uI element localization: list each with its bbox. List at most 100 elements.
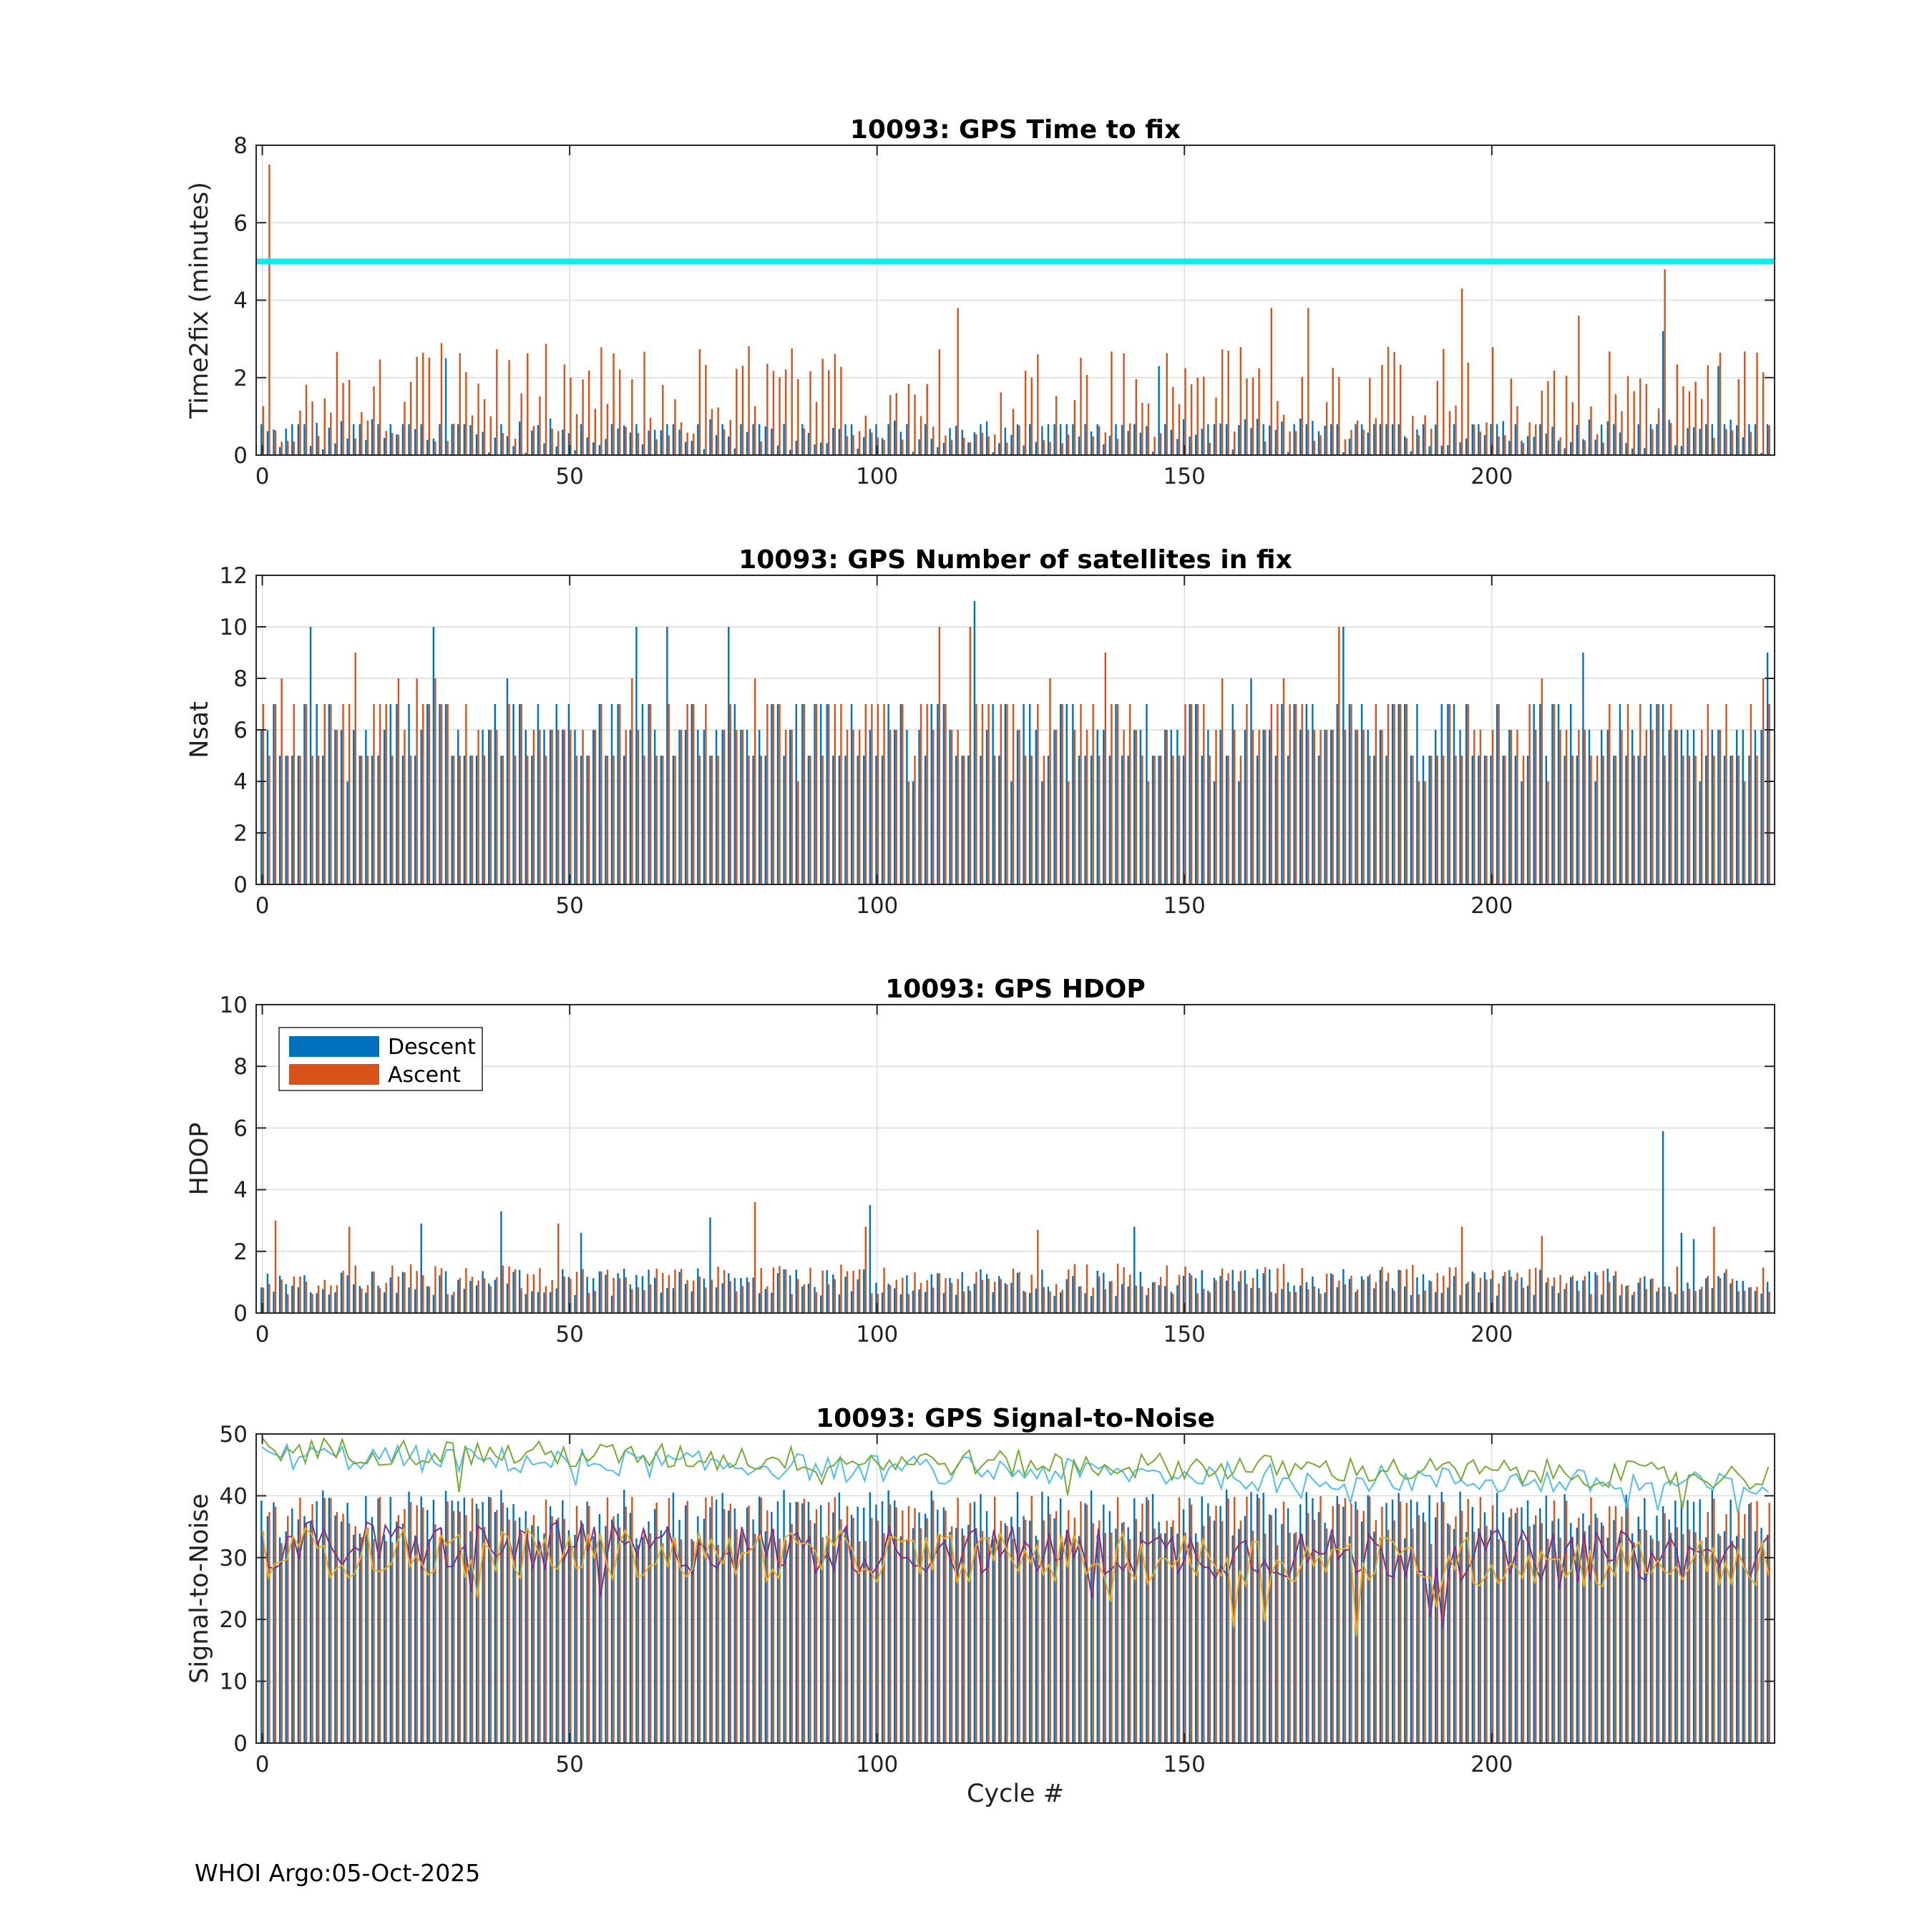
bar-ascent-87	[797, 379, 799, 455]
bar-ascent-224	[1639, 378, 1641, 455]
bar-ascent-171	[1313, 1286, 1316, 1313]
bar-descent-73	[709, 1507, 711, 1743]
bar-ascent-152	[1196, 377, 1199, 455]
bar-descent-70	[691, 440, 693, 455]
bar-ascent-97	[858, 1541, 861, 1743]
bar-ascent-241	[1744, 351, 1746, 455]
bar-ascent-9	[317, 436, 320, 455]
bar-descent-176	[1342, 627, 1345, 884]
bar-ascent-92	[828, 704, 830, 884]
bar-descent-64	[653, 1508, 656, 1743]
bar-ascent-131	[1068, 1510, 1070, 1743]
bar-ascent-102	[889, 1285, 892, 1313]
bar-descent-56	[605, 1274, 607, 1313]
bar-descent-79	[746, 730, 748, 884]
bar-descent-51	[574, 730, 576, 884]
bar-descent-241	[1742, 1538, 1744, 1743]
bar-ascent-215	[1584, 440, 1586, 455]
bar-descent-145	[1151, 756, 1154, 884]
bar-ascent-108	[926, 384, 928, 455]
bar-ascent-154	[1209, 1516, 1211, 1743]
bar-ascent-225	[1645, 384, 1648, 455]
bar-descent-177	[1348, 704, 1351, 884]
bar-descent-241	[1742, 1280, 1744, 1313]
bar-ascent-34	[471, 756, 474, 884]
bar-ascent-211	[1559, 1274, 1561, 1313]
bar-ascent-91	[821, 756, 824, 884]
bar-ascent-143	[1141, 756, 1143, 884]
bar-descent-149	[1176, 730, 1179, 884]
bar-ascent-129	[1055, 730, 1058, 884]
bar-ascent-21	[391, 756, 394, 884]
bar-ascent-130	[1061, 704, 1063, 884]
bar-descent-105	[906, 424, 908, 455]
bar-ascent-139	[1116, 1497, 1119, 1743]
bar-descent-22	[396, 1521, 398, 1743]
bar-ascent-173	[1325, 1528, 1328, 1743]
bar-descent-241	[1742, 730, 1744, 884]
bar-descent-30	[444, 358, 447, 455]
bar-descent-15	[352, 730, 355, 884]
bar-descent-132	[1072, 1276, 1074, 1313]
bar-ascent-217	[1596, 1275, 1599, 1313]
bar-descent-107	[918, 1289, 920, 1313]
bar-descent-79	[746, 1507, 748, 1743]
bar-ascent-151	[1190, 1504, 1193, 1743]
bar-ascent-153	[1203, 376, 1205, 455]
bar-descent-61	[635, 1274, 638, 1313]
bar-descent-93	[832, 427, 834, 455]
bar-descent-8	[309, 446, 312, 455]
bar-descent-214	[1576, 1527, 1579, 1743]
bar-ascent-119	[993, 1282, 996, 1313]
bar-ascent-172	[1319, 435, 1322, 455]
bar-descent-244	[1760, 730, 1762, 884]
bar-descent-237	[1717, 366, 1719, 455]
bar-ascent-119	[993, 434, 996, 455]
bar-descent-196	[1465, 704, 1468, 884]
bar-descent-37	[487, 730, 490, 884]
bar-descent-231	[1680, 446, 1683, 455]
bar-descent-42	[518, 1269, 521, 1313]
bar-ascent-182	[1381, 730, 1383, 884]
bar-ascent-184	[1393, 1290, 1395, 1313]
bar-ascent-200	[1491, 730, 1494, 884]
bar-ascent-227	[1657, 1287, 1660, 1313]
bar-descent-48	[555, 704, 557, 884]
bar-ascent-180	[1369, 1496, 1371, 1743]
y-tick-label: 10	[220, 992, 248, 1018]
bar-ascent-95	[846, 436, 849, 455]
bar-ascent-107	[919, 1282, 922, 1313]
bar-descent-158	[1231, 704, 1234, 884]
bar-ascent-42	[520, 1533, 522, 1743]
bar-ascent-65	[662, 385, 664, 455]
bar-ascent-73	[711, 1279, 713, 1313]
bar-ascent-191	[1436, 381, 1438, 455]
bar-ascent-128	[1049, 1291, 1051, 1313]
bar-ascent-197	[1473, 730, 1475, 884]
bar-ascent-224	[1639, 704, 1641, 884]
bar-ascent-27	[428, 1538, 431, 1743]
bar-ascent-29	[440, 1528, 443, 1743]
bar-ascent-15	[354, 438, 356, 455]
bar-descent-159	[1238, 1281, 1240, 1313]
bar-descent-146	[1158, 1284, 1160, 1313]
bar-ascent-219	[1609, 1282, 1611, 1313]
bar-ascent-106	[914, 756, 916, 884]
bar-descent-141	[1127, 1527, 1129, 1743]
bar-ascent-80	[753, 1533, 756, 1743]
bar-ascent-164	[1270, 308, 1272, 455]
bar-ascent-122	[1012, 1538, 1015, 1743]
bar-ascent-74	[717, 1544, 719, 1743]
bar-ascent-50	[570, 730, 572, 884]
bar-descent-47	[549, 1506, 552, 1743]
bar-ascent-149	[1178, 404, 1181, 455]
bar-descent-15	[352, 1284, 355, 1313]
bar-ascent-168	[1294, 704, 1297, 884]
bar-descent-171	[1312, 1276, 1314, 1313]
bar-ascent-197	[1473, 1273, 1475, 1313]
bar-ascent-147	[1166, 730, 1168, 884]
bar-descent-86	[789, 1502, 791, 1743]
bar-descent-211	[1557, 1518, 1560, 1743]
bar-descent-23	[401, 424, 404, 455]
bar-descent-225	[1644, 448, 1646, 455]
